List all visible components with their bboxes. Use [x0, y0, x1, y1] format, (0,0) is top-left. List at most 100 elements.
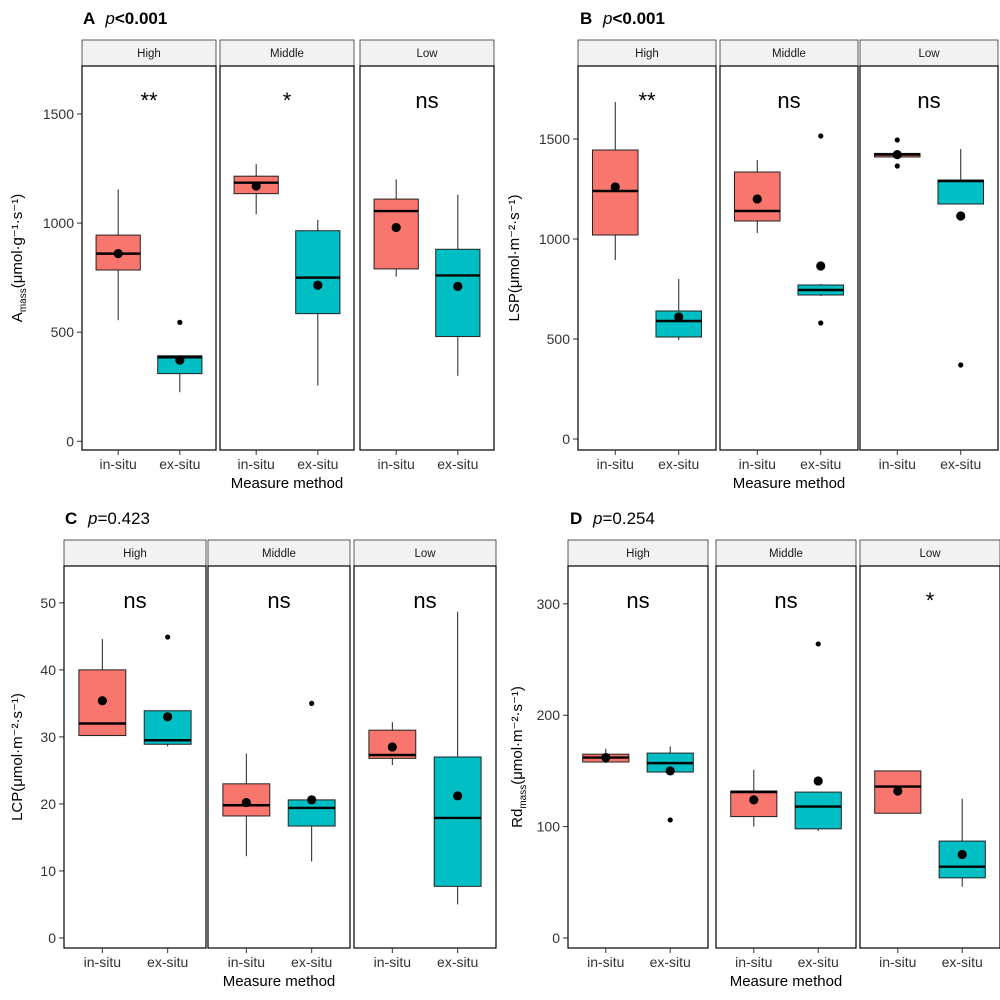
facet-strip — [577, 39, 717, 67]
x-tick-label: in-situ — [739, 456, 776, 472]
facet-low: Low in-situ ex-situ * — [859, 539, 1000, 970]
panel-C: C p=0.423 0 10 20 30 40 50 LCP(μmol·m⁻²·s⁻¹) Hig… — [9, 509, 497, 990]
y-axis-title: LSP(μmol·m⁻²·s⁻¹) — [506, 195, 523, 322]
x-tick-label: in-situ — [587, 954, 624, 970]
x-tick-label: in-situ — [238, 456, 275, 472]
outlier-point — [818, 133, 824, 139]
y-title-main: LCP — [9, 792, 26, 821]
y-tick-label: 0 — [48, 930, 56, 946]
facet-low: Low in-situ ex-situ ns — [353, 539, 497, 970]
significance-label: ns — [123, 588, 146, 613]
mean-point — [752, 194, 762, 204]
x-axis-title: Measure method — [730, 973, 843, 990]
x-tick-label: in-situ — [84, 954, 121, 970]
outlier-point — [165, 634, 171, 640]
box-ex-situ — [157, 319, 203, 393]
facet-middle: Middle in-situ ex-situ ns — [207, 539, 351, 970]
facet-strip — [219, 39, 355, 67]
facet-panel-frame — [63, 565, 207, 949]
mean-point — [610, 182, 620, 192]
facet-strip-label: High — [626, 548, 650, 560]
p-value: <0.001 — [612, 9, 664, 28]
x-tick-label: in-situ — [374, 954, 411, 970]
facet-strip-label: Middle — [769, 548, 803, 560]
significance-label: ** — [638, 88, 656, 113]
mean-point — [892, 150, 902, 160]
box-ex-situ — [797, 133, 845, 326]
significance-label: * — [926, 588, 935, 613]
facet-strip — [81, 39, 217, 67]
x-tick-label: ex-situ — [942, 954, 983, 970]
facet-strip — [567, 539, 709, 567]
x-tick-label: ex-situ — [940, 456, 981, 472]
outlier-point — [667, 817, 673, 823]
significance-label: ns — [774, 588, 797, 613]
box-in-situ — [873, 137, 921, 169]
significance-label: ns — [917, 88, 940, 113]
x-tick-label: in-situ — [100, 456, 137, 472]
mean-point — [453, 791, 463, 801]
panel-B: B p<0.001 0 500 1000 1500 LSP(μmol·m⁻²·s⁻¹) Hi… — [506, 9, 999, 492]
y-tick-label: 10 — [40, 863, 56, 879]
facet-panel-frame — [859, 565, 1000, 949]
panel-A: A p<0.001 0 500 1000 1500 Amass(μmol·g⁻¹·s⁻¹)… — [9, 9, 495, 492]
x-tick-label: ex-situ — [159, 456, 200, 472]
x-tick-label: ex-situ — [297, 456, 338, 472]
mean-point — [813, 776, 823, 786]
mean-point — [163, 712, 173, 722]
x-tick-label: ex-situ — [658, 456, 699, 472]
box-ex-situ — [295, 219, 341, 386]
box-ex-situ — [143, 634, 192, 747]
x-axis-title: Measure method — [223, 973, 336, 990]
box-iqr — [794, 791, 842, 830]
box-ex-situ — [937, 149, 985, 368]
box-in-situ — [373, 179, 419, 277]
box-iqr — [938, 840, 986, 879]
y-tick-label: 0 — [552, 930, 560, 946]
facet-strip-label: Middle — [772, 48, 806, 60]
facet-panel-frame — [719, 65, 859, 451]
y-tick-label: 0 — [562, 431, 570, 447]
box-ex-situ — [655, 279, 703, 340]
box-ex-situ — [646, 746, 694, 823]
panel-label: D p=0.254 — [570, 509, 655, 528]
x-tick-label: ex-situ — [800, 456, 841, 472]
y-axis-title: Amass(μmol·g⁻¹·s⁻¹) — [9, 194, 29, 322]
y-axis-title: LCP(μmol·m⁻²·s⁻¹) — [9, 693, 26, 821]
facet-strip-label: Middle — [270, 48, 304, 60]
x-tick-label: ex-situ — [437, 456, 478, 472]
box-ex-situ — [435, 194, 481, 376]
y-tick-label: 1500 — [539, 131, 570, 147]
facet-strip — [719, 39, 859, 67]
facet-strip-label: Low — [919, 548, 941, 560]
significance-label: ns — [626, 588, 649, 613]
facet-strip — [353, 539, 497, 567]
outlier-point — [309, 700, 315, 706]
box-in-situ — [78, 639, 127, 737]
significance-label: * — [283, 88, 292, 113]
p-symbol: p — [602, 9, 612, 28]
box-ex-situ — [433, 611, 482, 905]
mean-point — [175, 355, 185, 365]
y-tick-label: 50 — [40, 595, 56, 611]
x-tick-label: in-situ — [378, 456, 415, 472]
panel-label: C p=0.423 — [65, 509, 150, 528]
y-axis-title: Rdmass(μmol·m⁻²·s⁻¹) — [509, 686, 529, 828]
mean-point — [387, 742, 397, 752]
facet-panel-frame — [859, 65, 999, 451]
facet-low: Low in-situ ex-situ ns — [359, 39, 495, 472]
facet-strip-label: Middle — [262, 548, 296, 560]
facet-panel-frame — [207, 565, 351, 949]
x-tick-label: ex-situ — [798, 954, 839, 970]
box-ex-situ — [287, 700, 336, 862]
mean-point — [97, 696, 107, 706]
box-iqr — [937, 179, 985, 205]
x-tick-label: in-situ — [735, 954, 772, 970]
outlier-point — [815, 641, 821, 647]
box-in-situ — [582, 748, 630, 764]
y-tick-label: 40 — [40, 662, 56, 678]
box-iqr — [295, 230, 341, 315]
box-ex-situ — [938, 798, 986, 887]
mean-point — [113, 249, 123, 259]
mean-point — [893, 786, 903, 796]
